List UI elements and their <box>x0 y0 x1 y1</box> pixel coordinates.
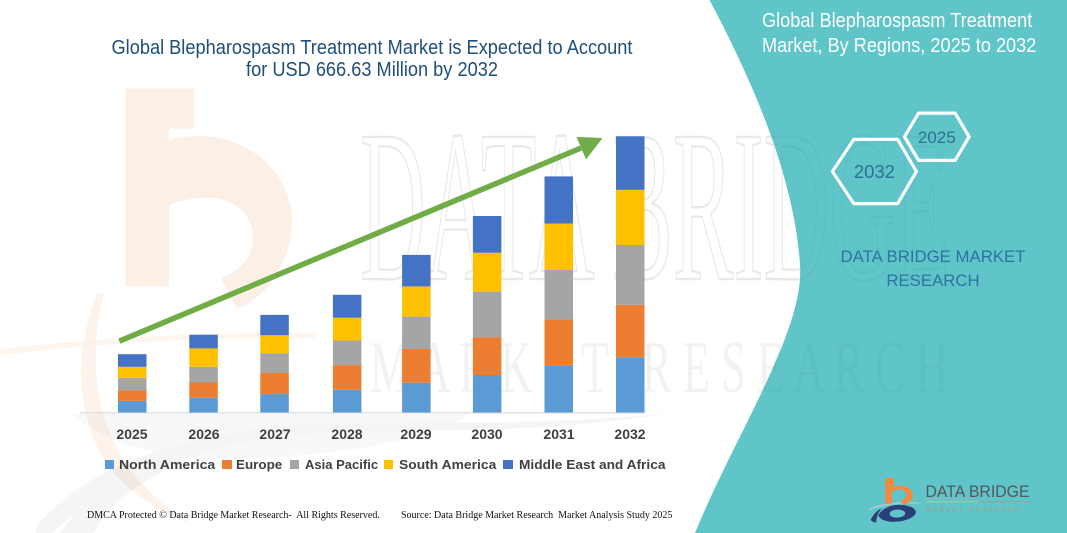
svg-text:M A R K E T R E S E A R C H: M A R K E T R E S E A R C H <box>370 327 948 409</box>
svg-text:MARKET RESEARCH: MARKET RESEARCH <box>926 507 1022 513</box>
svg-text:DATA BRIDGE: DATA BRIDGE <box>360 86 950 326</box>
svg-text:2032: 2032 <box>854 161 895 182</box>
svg-text:DATA BRIDGE: DATA BRIDGE <box>926 482 1030 501</box>
svg-text:2025: 2025 <box>918 128 956 147</box>
